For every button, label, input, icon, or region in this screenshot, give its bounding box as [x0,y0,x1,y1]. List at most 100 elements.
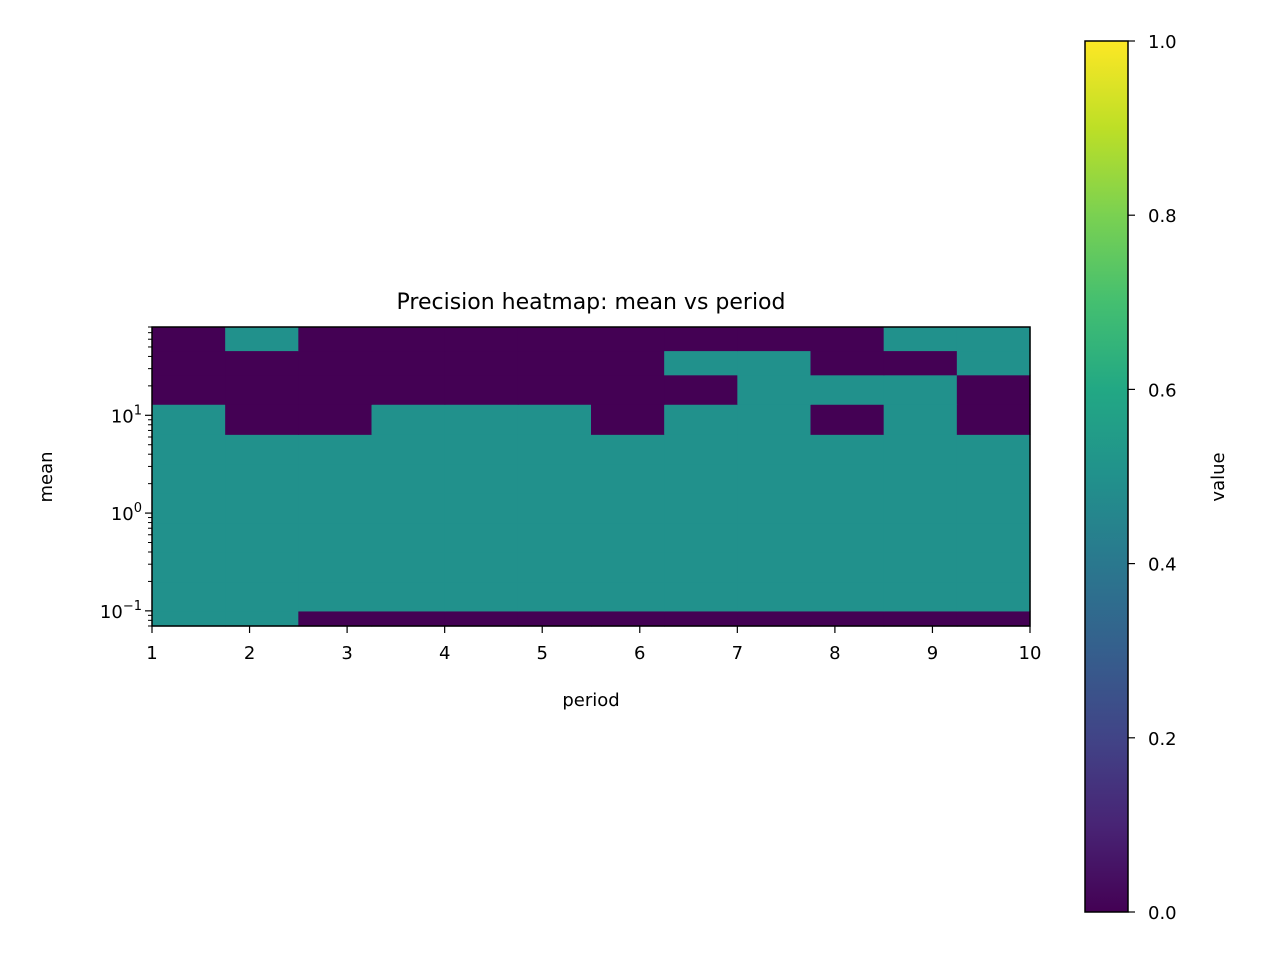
heatmap-cell [737,610,812,627]
heatmap-cell [298,522,373,553]
heatmap-cell [810,404,885,435]
heatmap-cell [444,404,519,435]
heatmap-cell [956,581,1031,612]
heatmap-cell [810,350,885,376]
heatmap-cell [810,374,885,405]
heatmap-cell [444,493,519,524]
heatmap-cell [883,463,958,494]
x-tick-label: 2 [244,643,255,664]
heatmap-cell [737,374,812,405]
heatmap-cell [371,374,446,405]
heatmap-cell [956,522,1031,553]
heatmap-cell [225,434,299,465]
heatmap-cell [517,463,592,494]
heatmap-cell [883,522,958,553]
colorbar-tick-label: 0.6 [1148,380,1177,401]
heatmap-cell [591,374,665,405]
heatmap-cell [225,522,299,553]
heatmap-cell [517,374,592,405]
heatmap-cell [664,434,738,465]
heatmap-cell [591,327,665,352]
heatmap-cell [810,463,885,494]
heatmap-cell [591,463,665,494]
heatmap-cell [371,463,446,494]
heatmap-cell [591,350,665,376]
heatmap-cell [298,581,373,612]
heatmap-cell [664,493,738,524]
heatmap-cell [152,551,226,583]
y-tick-label: 100 [111,501,142,525]
heatmap-cell [371,522,446,553]
plot-frame [151,326,1031,627]
heatmap-cell [444,610,519,627]
colorbar-tick-label: 0.4 [1148,555,1177,576]
heatmap-cell [225,463,299,494]
heatmap-cells [152,327,1031,627]
heatmap-cell [591,551,665,583]
x-tick-label: 4 [439,643,450,664]
heatmap-cell [956,463,1031,494]
heatmap-cell [956,493,1031,524]
heatmap-cell [591,404,665,435]
heatmap-cell [152,350,226,376]
heatmap-cell [956,610,1031,627]
heatmap-cell [152,434,226,465]
heatmap-cell [225,327,299,352]
heatmap-cell [883,327,958,352]
colorbar: 0.0 0.2 0.4 0.6 0.8 1.0 value [1084,32,1229,924]
heatmap-cell [810,327,885,352]
heatmap-cell [737,327,812,352]
heatmap-cell [444,327,519,352]
heatmap-cell [956,327,1031,352]
y-axis: 10−1 100 101 [100,326,152,627]
heatmap-cell [444,551,519,583]
x-tick-label: 5 [536,643,547,664]
heatmap-cell [225,551,299,583]
heatmap-cell [883,350,958,376]
heatmap-cell [298,327,373,352]
heatmap-cell [517,327,592,352]
heatmap-cell [664,327,738,352]
x-tick-label: 10 [1019,643,1042,664]
heatmap-cell [664,350,738,376]
heatmap-cell [298,404,373,435]
heatmap-cell [664,522,738,553]
heatmap-cell [591,493,665,524]
heatmap-cell [298,350,373,376]
heatmap-cell [371,327,446,352]
heatmap-cell [737,551,812,583]
heatmap-cell [517,610,592,627]
heatmap-cell [664,551,738,583]
heatmap-cell [810,610,885,627]
x-tick-label: 9 [927,643,938,664]
heatmap-cell [371,404,446,435]
heatmap-cell [591,581,665,612]
heatmap-cell [956,404,1031,435]
x-tick-label: 7 [732,643,743,664]
heatmap-cell [810,551,885,583]
heatmap-cell [517,434,592,465]
heatmap-cell [883,434,958,465]
heatmap-cell [371,610,446,627]
heatmap-cell [664,374,738,405]
heatmap-cell [298,493,373,524]
heatmap-cell [517,551,592,583]
y-tick-label: 101 [111,403,142,427]
heatmap-cell [517,493,592,524]
colorbar-tick-label: 1.0 [1148,32,1177,53]
heatmap-cell [298,374,373,405]
heatmap-cell [664,581,738,612]
heatmap-cell [371,434,446,465]
heatmap-cell [591,610,665,627]
heatmap-cell [152,610,226,627]
heatmap-cell [883,493,958,524]
colorbar-tick-label: 0.2 [1148,729,1177,750]
heatmap-cell [225,404,299,435]
heatmap-cell [225,581,299,612]
x-axis-label: period [562,690,619,711]
heatmap-cell [225,350,299,376]
heatmap-cell [371,551,446,583]
heatmap-cell [883,551,958,583]
x-tick-label: 6 [634,643,645,664]
heatmap-cell [444,463,519,494]
